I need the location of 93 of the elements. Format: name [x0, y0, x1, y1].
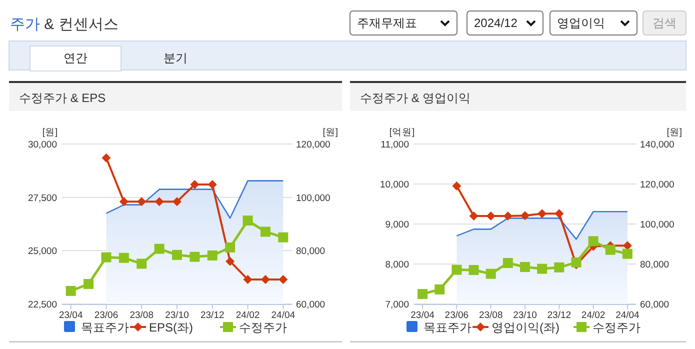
- text: 2024/12: [474, 16, 518, 30]
- point: [136, 258, 147, 269]
- x-tick-label: 23/10: [165, 310, 189, 321]
- point: [190, 252, 200, 262]
- y-tick-label: 22,500: [28, 300, 57, 310]
- point: [605, 244, 616, 255]
- y2-tick-label: 60,000: [296, 300, 326, 310]
- point: [469, 212, 478, 220]
- point: [190, 180, 200, 190]
- y-axis-title: [억원]: [389, 127, 415, 138]
- point: [154, 197, 164, 206]
- point: [172, 250, 182, 260]
- point: [468, 265, 479, 275]
- y2-tick-label: 80,000: [640, 260, 670, 270]
- y-tick-label: 27,500: [28, 192, 57, 204]
- x-tick-label: 23/06: [444, 310, 469, 321]
- chart-title: 수정주가 & 영업이익: [360, 91, 471, 105]
- point: [119, 197, 128, 206]
- text: 영업이익: [557, 16, 605, 30]
- y2-tick-label: 100,000: [296, 192, 330, 204]
- point: [207, 250, 218, 260]
- point: [554, 262, 564, 272]
- point: [172, 197, 182, 206]
- x-tick-label: 23/06: [94, 310, 118, 321]
- legend-label: 영업이익(좌): [492, 320, 560, 334]
- y-tick-label: 7,000: [385, 300, 409, 310]
- text: 검색: [652, 16, 676, 30]
- point: [418, 289, 428, 299]
- y-tick-label: 11,000: [380, 140, 409, 150]
- point: [243, 274, 252, 284]
- point: [154, 244, 164, 254]
- point: [520, 211, 530, 220]
- point: [226, 256, 235, 266]
- text: 주재무제표: [357, 16, 417, 30]
- y-axis-title: [원]: [42, 127, 58, 138]
- x-tick-label: 24/02: [581, 310, 606, 321]
- point: [102, 153, 111, 162]
- point: [622, 248, 632, 259]
- point: [66, 286, 76, 296]
- text: 분기: [164, 51, 188, 65]
- point: [278, 274, 288, 284]
- x-tick-label: 23/12: [200, 310, 224, 321]
- x-tick-label: 23/04: [410, 310, 434, 321]
- x-tick-label: 24/04: [616, 310, 640, 321]
- y2-axis-title: [원]: [322, 127, 338, 138]
- y2-axis-title: [원]: [666, 127, 682, 138]
- x-tick-label: 23/10: [513, 310, 537, 321]
- text: 연간: [64, 51, 88, 65]
- point: [242, 216, 253, 226]
- point: [486, 212, 496, 220]
- point: [278, 232, 288, 242]
- point: [537, 264, 548, 274]
- point: [486, 268, 496, 279]
- chart-title: 수정주가 & EPS: [19, 91, 106, 105]
- y2-tick-label: 100,000: [640, 220, 674, 230]
- legend-label: 목표주가: [81, 320, 129, 334]
- x-tick-label: 24/02: [236, 310, 260, 321]
- x-tick-label: 23/12: [547, 310, 572, 321]
- point: [452, 264, 462, 275]
- y-tick-label: 10,000: [380, 180, 409, 190]
- y-tick-label: 8,000: [385, 260, 409, 270]
- y2-tick-label: 140,000: [640, 140, 674, 150]
- point: [101, 252, 112, 262]
- point: [225, 242, 236, 252]
- legend-label: 수정주가: [239, 320, 287, 334]
- point: [84, 279, 94, 289]
- x-tick-label: 23/08: [130, 310, 154, 321]
- x-tick-label: 24/04: [271, 310, 296, 321]
- x-tick-label: 23/04: [58, 310, 83, 321]
- point: [554, 209, 564, 218]
- text: 주가 & 컨센서스: [10, 16, 118, 33]
- point: [118, 252, 129, 263]
- y-tick-label: 9,000: [385, 220, 409, 230]
- x-tick-label: 23/08: [478, 310, 503, 321]
- y-tick-label: 25,000: [28, 246, 57, 258]
- y2-tick-label: 80,000: [296, 246, 326, 258]
- y-tick-label: 30,000: [28, 140, 57, 150]
- point: [571, 257, 582, 268]
- point: [434, 284, 445, 294]
- point: [502, 258, 513, 268]
- point: [520, 262, 530, 272]
- point: [588, 236, 598, 246]
- legend-label: 수정주가: [592, 320, 640, 334]
- y2-tick-label: 60,000: [640, 300, 670, 310]
- point: [452, 182, 462, 190]
- point: [137, 197, 146, 206]
- y2-tick-label: 120,000: [640, 180, 674, 190]
- point: [208, 180, 217, 190]
- legend-label: 목표주가: [424, 320, 472, 334]
- point: [538, 209, 547, 218]
- point: [260, 226, 270, 237]
- legend-label: EPS(좌): [149, 320, 194, 334]
- y2-tick-label: 120,000: [296, 140, 330, 150]
